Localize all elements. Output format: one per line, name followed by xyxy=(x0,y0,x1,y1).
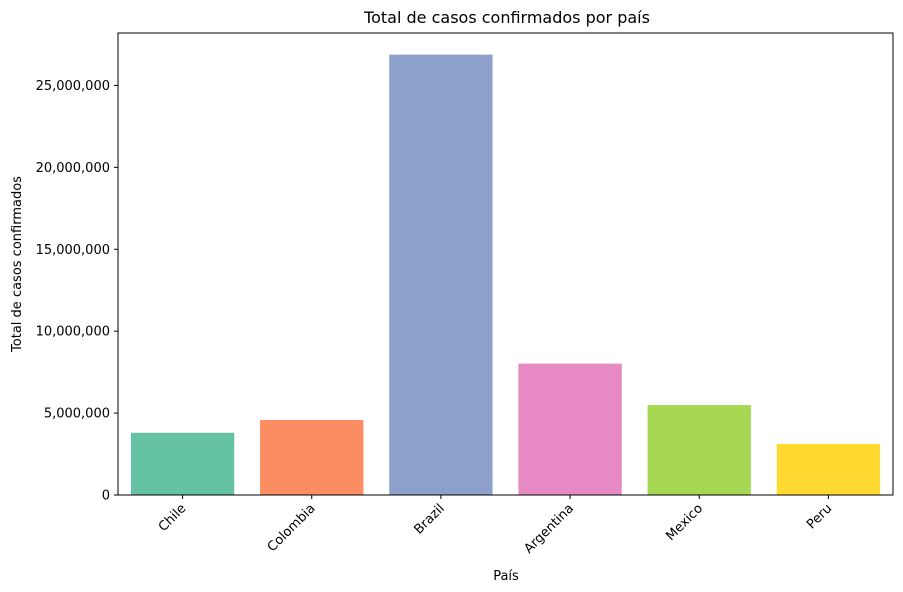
x-tick-label: Peru xyxy=(804,501,835,532)
y-tick-label: 20,000,000 xyxy=(36,161,110,176)
y-tick-label: 5,000,000 xyxy=(44,407,110,422)
x-tick-label: Mexico xyxy=(663,501,706,544)
bar-argentina xyxy=(518,363,622,495)
x-tick-label: Brazil xyxy=(411,501,447,537)
y-tick-label: 15,000,000 xyxy=(36,243,110,258)
bar-colombia xyxy=(260,419,364,495)
bar-chile xyxy=(130,432,235,495)
x-axis-title: País xyxy=(493,569,519,584)
chart-title: Total de casos confirmados por país xyxy=(363,8,650,27)
x-tick-label: Chile xyxy=(156,501,190,535)
y-tick-label: 10,000,000 xyxy=(36,325,110,340)
bars-group xyxy=(130,54,881,496)
plot-frame xyxy=(117,32,894,496)
x-axis-ticks: Chile Colombia Brazil Argentina Mexico Peru xyxy=(156,495,835,557)
y-axis-ticks: 0 5,000,000 10,000,000 15,000,000 20,000,000… xyxy=(36,79,118,504)
x-tick-label: Argentina xyxy=(521,501,576,556)
bar-brazil xyxy=(389,54,493,496)
y-tick-label: 0 xyxy=(102,489,110,504)
bar-mexico xyxy=(647,405,751,495)
x-tick-label: Colombia xyxy=(265,501,319,555)
bar-peru xyxy=(776,443,881,495)
y-tick-label: 25,000,000 xyxy=(36,79,110,94)
y-axis-title: Total de casos confirmados xyxy=(10,176,25,353)
